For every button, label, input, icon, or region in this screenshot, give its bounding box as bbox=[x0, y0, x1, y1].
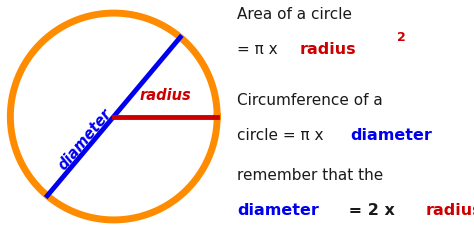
Text: = 2 x: = 2 x bbox=[344, 203, 401, 218]
Text: radius: radius bbox=[426, 203, 474, 218]
Text: diameter: diameter bbox=[55, 106, 115, 173]
Text: diameter: diameter bbox=[351, 128, 433, 143]
Text: remember that the: remember that the bbox=[237, 168, 383, 183]
Text: radius: radius bbox=[140, 88, 191, 103]
Text: diameter: diameter bbox=[237, 203, 319, 218]
Text: circle = π x: circle = π x bbox=[237, 128, 328, 143]
Text: radius: radius bbox=[300, 42, 356, 57]
Text: Circumference of a: Circumference of a bbox=[237, 93, 383, 108]
Text: 2: 2 bbox=[397, 31, 405, 45]
Text: Area of a circle: Area of a circle bbox=[237, 7, 352, 22]
Text: = π x: = π x bbox=[237, 42, 283, 57]
